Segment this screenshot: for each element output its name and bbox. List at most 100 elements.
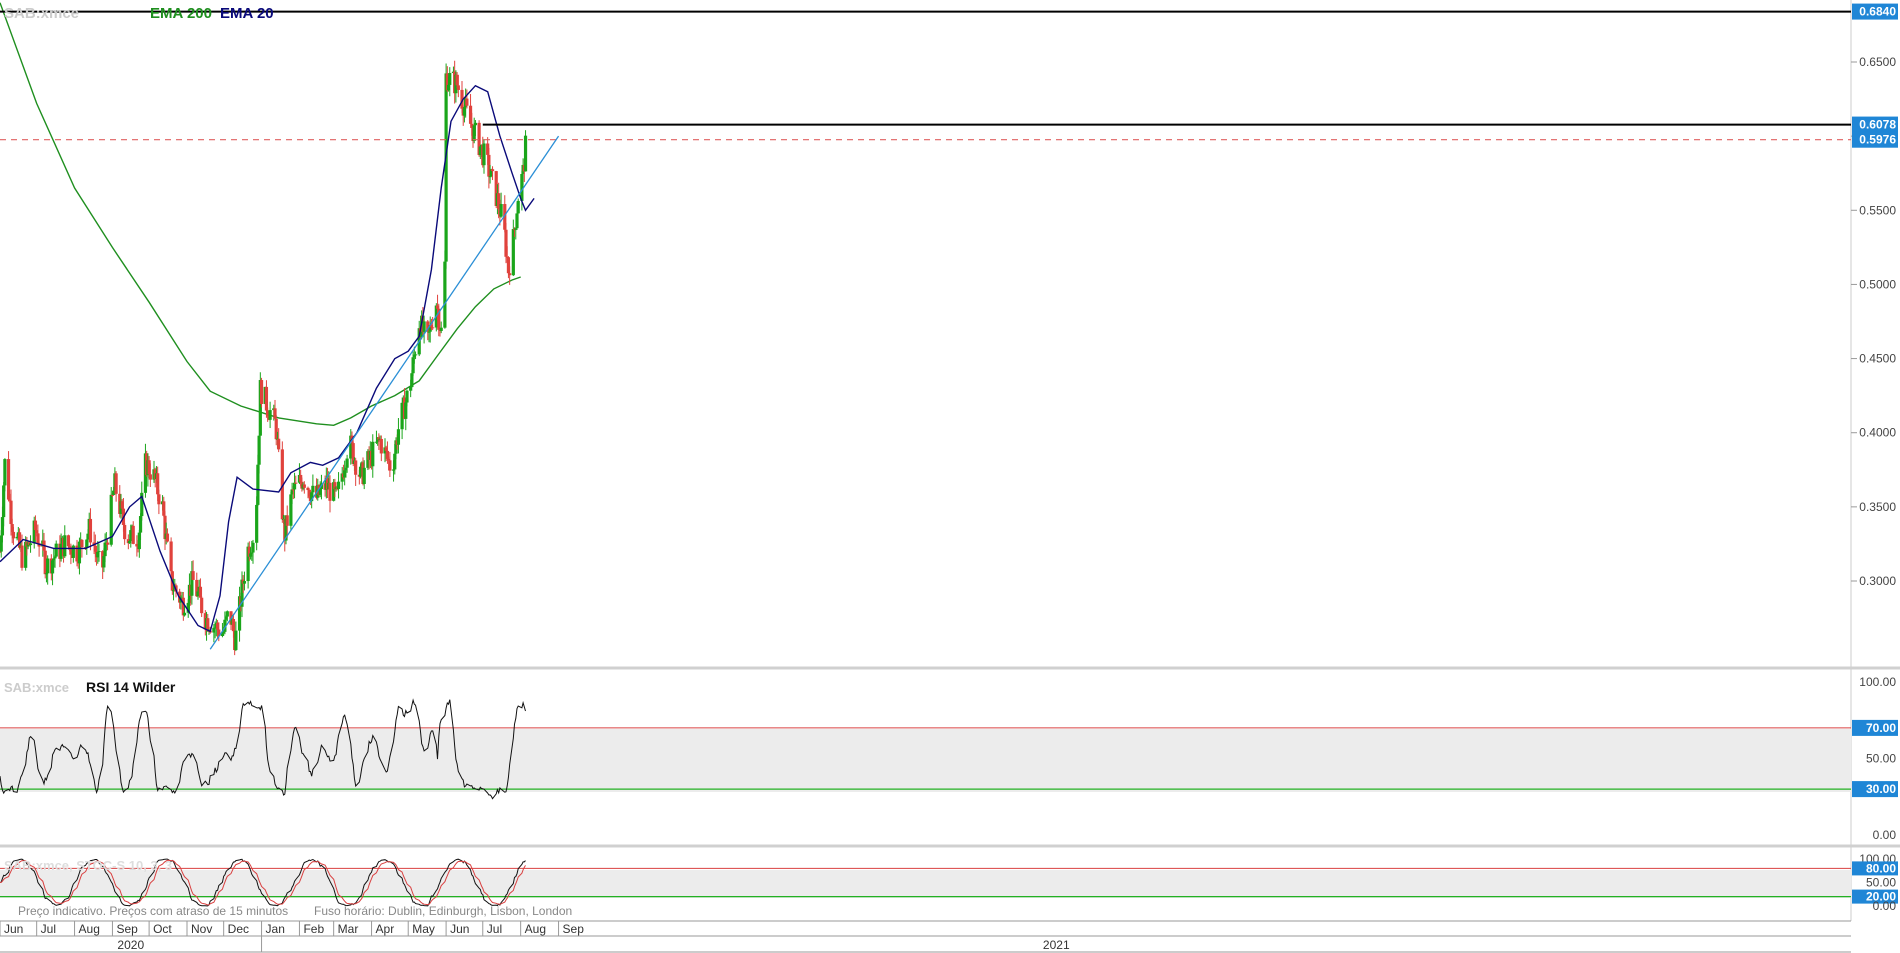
candle-up — [102, 556, 106, 568]
candle-up — [140, 492, 144, 517]
candle-down — [445, 73, 449, 91]
candle-up — [523, 135, 528, 172]
candle-up — [472, 125, 476, 142]
footer-timezone: Fuso horário: Dublin, Edinburgh, Lisbon,… — [314, 904, 572, 918]
candle-down — [426, 321, 430, 332]
stoch-tick-label: 20.00 — [1866, 890, 1896, 904]
rsi-symbol: SAB:xmce — [4, 680, 69, 695]
candle-up — [0, 517, 5, 536]
ema200-legend: EMA 200 — [150, 5, 212, 22]
candle-up — [284, 515, 288, 541]
candle-up — [50, 560, 55, 574]
candle-down — [88, 518, 93, 543]
rsi-tick-label: 100.00 — [1859, 675, 1896, 689]
candle-down — [259, 380, 264, 404]
stoch-label-box — [1852, 861, 1898, 876]
candle-up — [0, 535, 3, 552]
rsi-label-box — [1852, 719, 1898, 736]
candle-down — [217, 629, 221, 637]
month-label: Mar — [338, 922, 359, 936]
price-tick-label: 0.6500 — [1859, 55, 1896, 69]
candle-up — [3, 459, 7, 486]
year-label-2021: 2021 — [1043, 938, 1070, 952]
month-label: Sep — [563, 922, 585, 936]
candle-up — [224, 616, 228, 620]
ema20-line — [0, 84, 535, 633]
candle-up — [250, 552, 254, 554]
candle-up — [234, 630, 238, 651]
candle-down — [198, 586, 203, 598]
candle-down — [302, 484, 306, 488]
month-label: Aug — [79, 922, 100, 936]
candle-down — [460, 89, 464, 109]
candle-up — [109, 494, 113, 545]
candle-down — [486, 143, 490, 155]
month-label: Jul — [487, 922, 502, 936]
candle-down — [456, 85, 460, 90]
candle-down — [388, 460, 392, 471]
price-label-text: 0.6840 — [1859, 5, 1896, 19]
candle-down — [497, 193, 501, 210]
candle-up — [411, 357, 415, 374]
candle-up — [240, 579, 244, 607]
candle-down — [156, 473, 160, 495]
rsi-tick-label: 0.00 — [1873, 828, 1897, 842]
candle-up — [71, 545, 75, 558]
candle-down — [333, 482, 337, 490]
candle-up — [374, 441, 379, 443]
month-label: Nov — [191, 922, 212, 936]
candle-up — [292, 482, 297, 490]
candle-up — [489, 169, 493, 177]
month-label: Jan — [266, 922, 285, 936]
month-label: Jun — [450, 922, 469, 936]
candle-down — [384, 447, 388, 451]
stoch-label: SAB:xmce, STOC-S 10, 3, 3 — [4, 858, 172, 873]
candle-up — [343, 470, 347, 478]
candle-up — [520, 174, 524, 201]
candle-down — [110, 494, 115, 496]
candle-up — [242, 581, 247, 584]
rsi-tick-label: 50.00 — [1866, 752, 1896, 766]
candle-down — [181, 597, 185, 616]
candle-down — [429, 325, 434, 328]
candle-down — [8, 499, 12, 501]
candle-down — [494, 171, 498, 207]
stoch-tick-label: 0.00 — [1873, 899, 1897, 913]
candle-down — [11, 531, 16, 539]
candle-up — [53, 556, 57, 559]
candle-down — [306, 487, 310, 491]
candle-down — [80, 539, 84, 548]
price-tick-label: 0.5000 — [1859, 277, 1896, 291]
candle-up — [220, 633, 225, 637]
candle-down — [328, 482, 332, 501]
stoch-d-line — [0, 859, 526, 906]
candle-up — [405, 390, 409, 403]
candle-down — [455, 74, 459, 86]
candle-up — [409, 387, 413, 391]
candle-down — [165, 533, 170, 542]
candle-up — [448, 72, 452, 85]
candle-up — [77, 541, 82, 564]
candle-down — [68, 546, 72, 548]
candle-up — [428, 325, 432, 332]
candle-down — [20, 545, 24, 568]
candle-down — [147, 460, 151, 475]
candle-up — [511, 229, 515, 276]
candle-down — [503, 204, 507, 230]
candle-up — [404, 402, 408, 419]
candle-up — [344, 467, 348, 471]
candle-up — [97, 551, 101, 553]
candle-up — [349, 435, 353, 459]
candle-up — [2, 485, 6, 518]
candle-down — [266, 410, 270, 417]
candle-up — [171, 590, 176, 592]
candle-up — [222, 631, 226, 634]
candle-down — [431, 327, 435, 329]
candle-up — [237, 596, 242, 631]
candle-down — [506, 257, 511, 274]
candle-down — [231, 619, 236, 632]
candle-down — [291, 489, 295, 491]
candle-down — [504, 229, 508, 257]
candle-down — [105, 542, 110, 545]
candle-up — [362, 467, 366, 485]
